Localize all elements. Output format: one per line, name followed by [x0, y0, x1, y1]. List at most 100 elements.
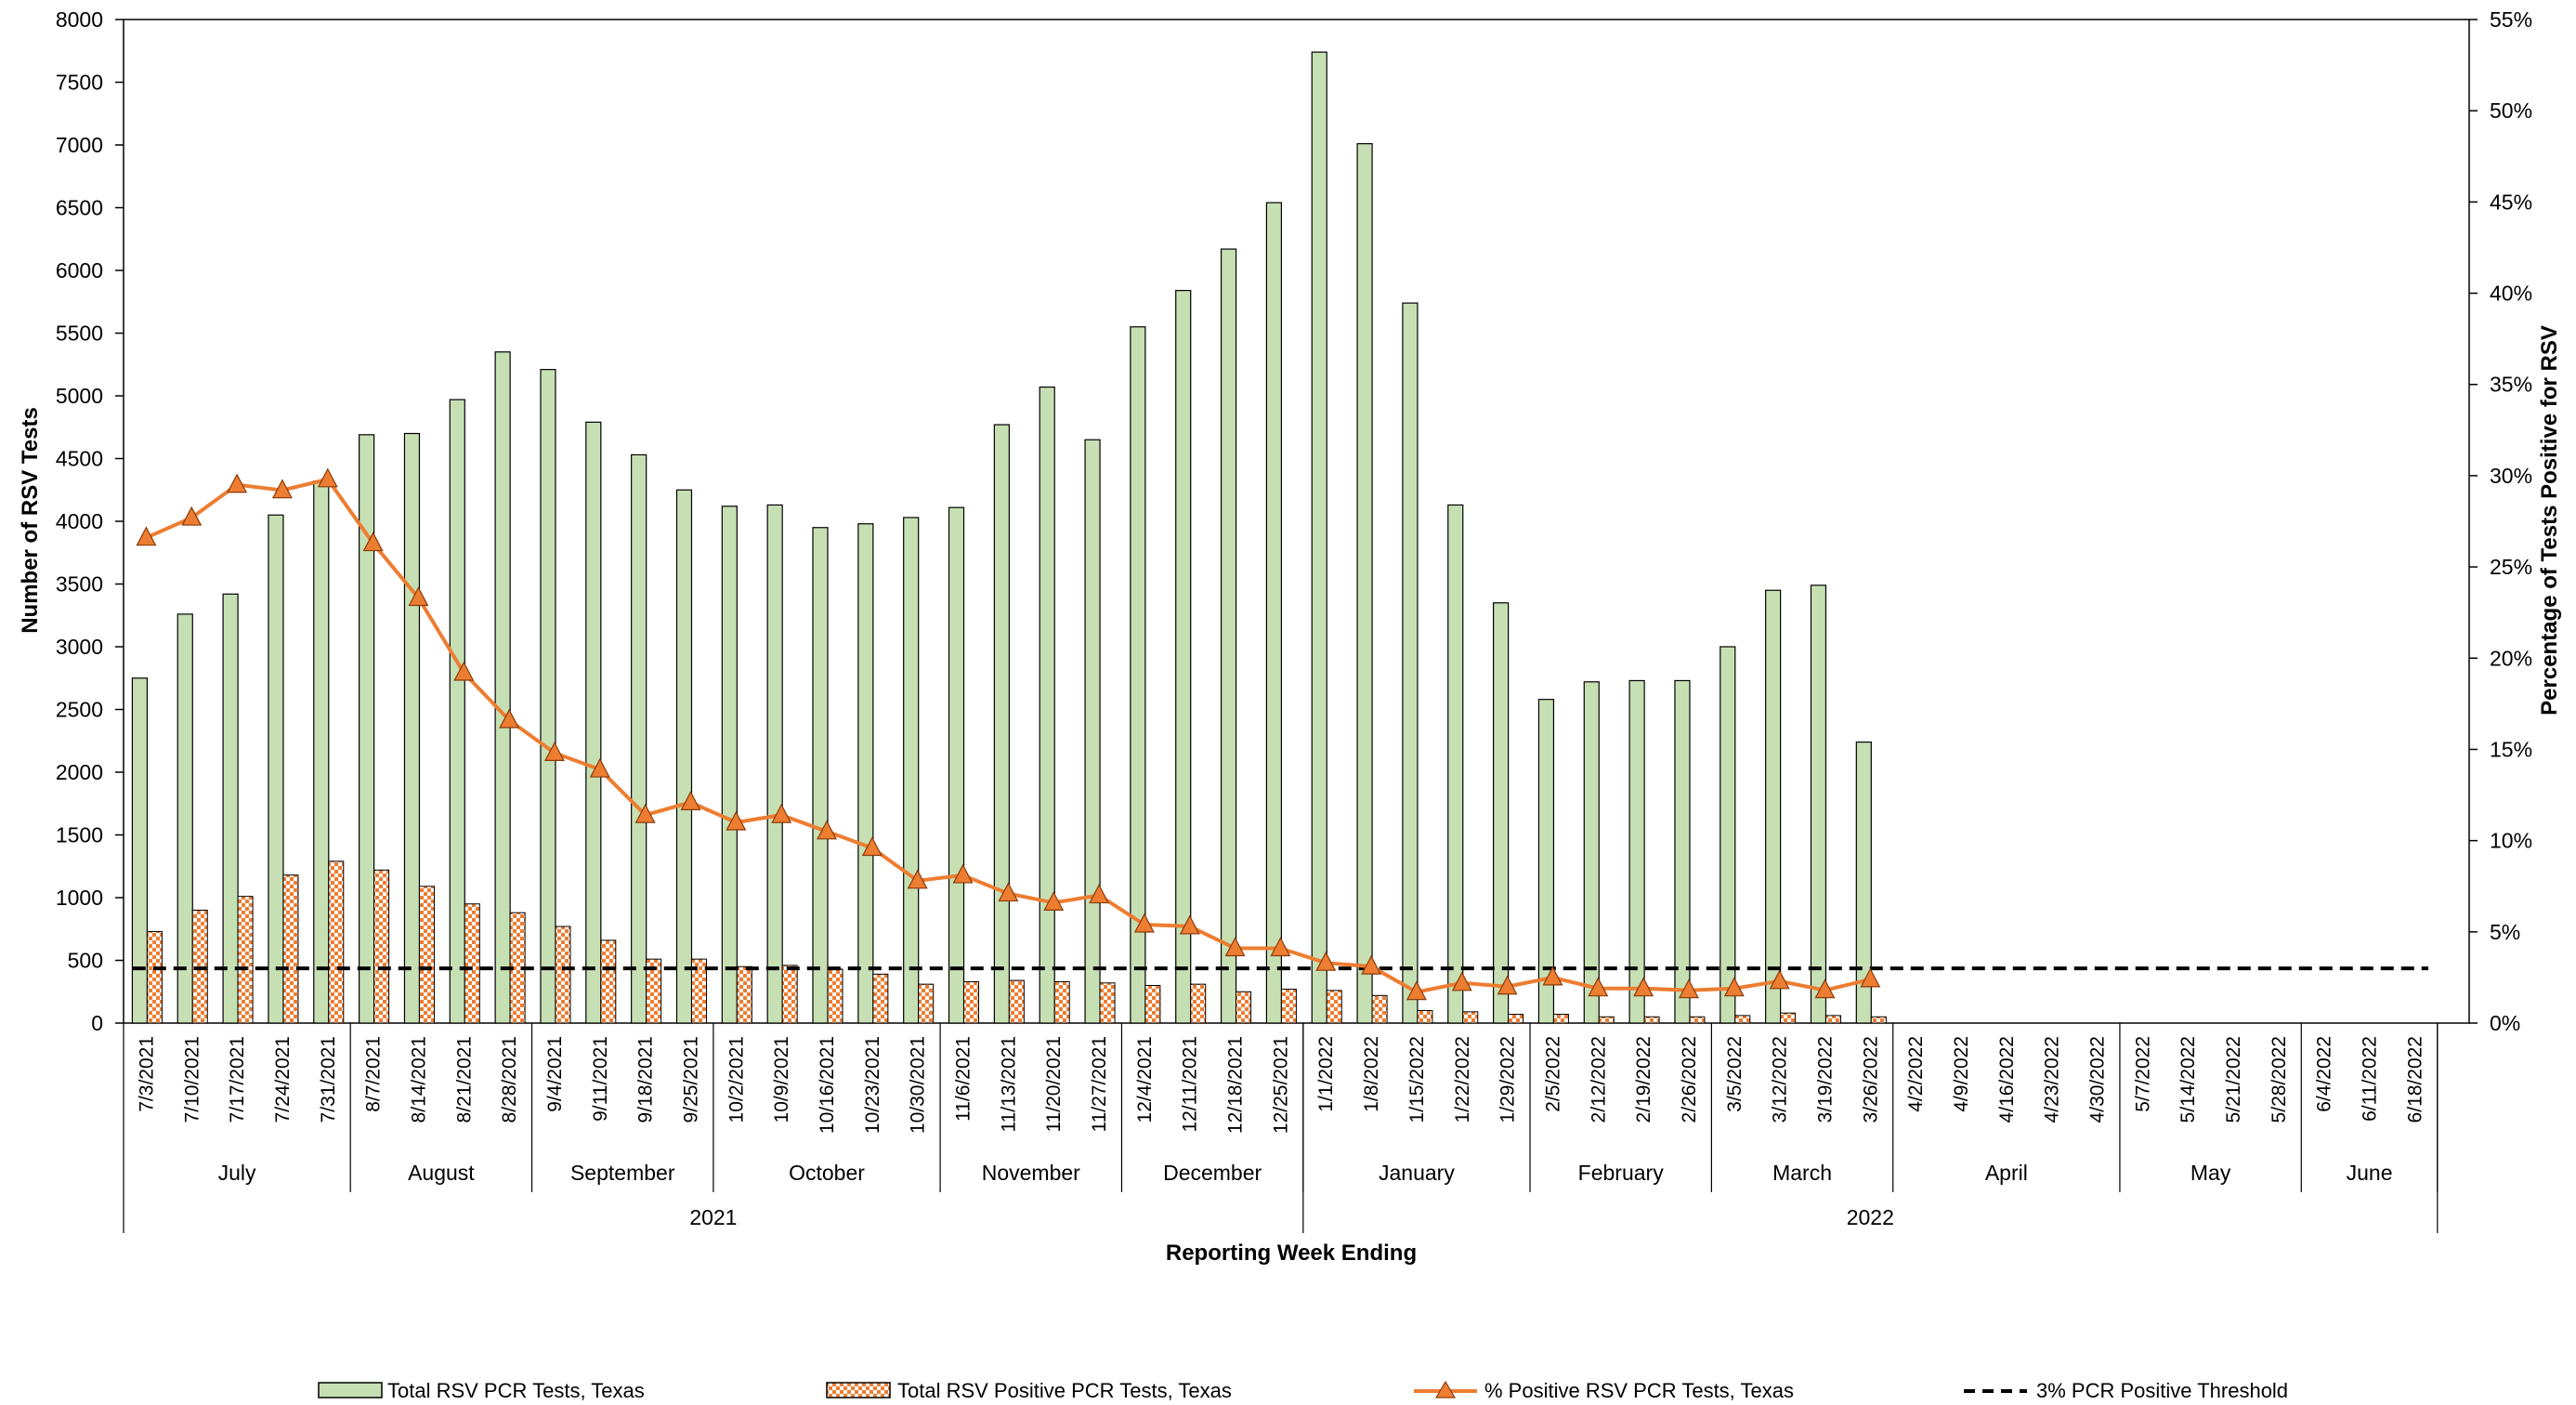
month-label: May — [2190, 1161, 2231, 1185]
total-tests-bar — [1220, 248, 1237, 1024]
total-tests-bar — [948, 506, 965, 1024]
y-right-tick-label: 50% — [2490, 98, 2532, 123]
positive-tests-bar — [1598, 1016, 1615, 1024]
total-tests-bar — [1583, 681, 1600, 1024]
x-tick-label: 5/21/2022 — [2223, 1036, 2244, 1123]
positive-tests-bar — [963, 980, 980, 1024]
percent-point-marker — [726, 810, 747, 831]
total-tests-bar — [540, 369, 556, 1024]
percent-point-marker — [1361, 954, 1382, 975]
positive-tests-bar — [1508, 1014, 1524, 1024]
x-tick-label: 6/11/2022 — [2360, 1036, 2381, 1122]
total-tests-bar — [1628, 679, 1645, 1024]
percent-point-marker — [1270, 937, 1291, 957]
x-tick-label: 5/14/2022 — [2177, 1036, 2199, 1123]
percent-point-marker — [1678, 978, 1699, 999]
total-tests-bar — [857, 523, 874, 1024]
total-tests-bar — [1084, 439, 1101, 1024]
percent-point-marker — [680, 791, 701, 811]
total-tests-bar — [1810, 584, 1827, 1024]
y-left-tick-label: 5000 — [56, 384, 103, 408]
month-label: July — [218, 1161, 256, 1185]
y-axis-left-labels: 0 500 1000 1500 2000 2500 3000 3500 4000 4500 5000… — [56, 7, 103, 1035]
percent-point-marker — [1633, 977, 1654, 997]
legend-marker-triangle — [1434, 1380, 1457, 1398]
year-label: 2022 — [1847, 1205, 1894, 1229]
month-label: November — [982, 1161, 1080, 1185]
positive-tests-bar — [1053, 980, 1070, 1024]
y-right-tick-label: 30% — [2490, 464, 2532, 488]
positive-tests-bar — [1689, 1016, 1706, 1024]
total-tests-bar — [631, 453, 647, 1024]
plot-frame — [123, 19, 2470, 1024]
total-tests-bar — [1765, 589, 1782, 1024]
positive-tests-bar — [1552, 1014, 1569, 1024]
x-tick-label: 4/30/2022 — [2087, 1036, 2109, 1123]
positive-tests-bar — [1824, 1015, 1841, 1024]
x-tick-label: 11/13/2021 — [998, 1036, 1019, 1133]
y-left-tick-label: 4500 — [56, 447, 103, 471]
percent-point-marker — [1089, 884, 1110, 904]
y-left-tick-label: 6500 — [56, 196, 103, 220]
x-tick-label: 10/2/2021 — [726, 1036, 747, 1123]
positive-tests-bar — [1190, 983, 1207, 1024]
positive-tests-bar — [464, 903, 480, 1024]
x-tick-label: 11/27/2021 — [1089, 1036, 1110, 1133]
percent-point-marker — [227, 473, 248, 493]
x-tick-label: 8/7/2021 — [363, 1036, 385, 1112]
positive-tests-bar — [1417, 1010, 1433, 1024]
x-tick-label: 1/15/2022 — [1406, 1036, 1428, 1123]
total-tests-bar — [494, 351, 511, 1024]
percent-point-marker — [543, 742, 565, 761]
x-tick-label: 2/12/2022 — [1588, 1036, 1609, 1123]
percent-point-marker — [453, 661, 475, 681]
positive-tests-bar — [1236, 991, 1252, 1024]
total-tests-bar — [1720, 646, 1736, 1024]
percent-point-marker — [1315, 951, 1337, 971]
total-tests-bar — [675, 489, 693, 1024]
legend-swatch-total — [318, 1382, 383, 1398]
percent-point-marker — [1179, 914, 1200, 935]
positive-tests-bar — [918, 983, 935, 1024]
positive-tests-bar — [418, 886, 435, 1024]
legend: Total RSV PCR Tests, Texas Total RSV Pos… — [318, 1379, 2288, 1402]
x-tick-label: 7/31/2021 — [318, 1036, 339, 1123]
percent-point-marker — [817, 820, 838, 840]
legend-label-threshold: 3% PCR Positive Threshold — [2036, 1379, 2288, 1400]
percent-point-marker — [136, 526, 157, 546]
total-tests-bar — [812, 527, 829, 1024]
month-label: June — [2347, 1161, 2393, 1185]
x-tick-label: 1/1/2022 — [1315, 1036, 1337, 1112]
positive-tests-bar — [1734, 1015, 1751, 1024]
percent-point-marker — [1451, 971, 1472, 991]
x-tick-label: 11/6/2021 — [953, 1036, 974, 1122]
x-tick-label: 10/16/2021 — [817, 1036, 838, 1134]
percent-point-marker — [1406, 980, 1427, 1001]
y-right-tick-label: 25% — [2490, 555, 2532, 579]
y-axis-right-labels: 0% 5% 10% 15% 20% 25% 30% 35% 40% 45% 50% 55% — [2490, 7, 2532, 1035]
percent-point-marker — [952, 863, 974, 884]
positive-tests-bar — [736, 965, 752, 1024]
x-tick-label: 7/3/2021 — [136, 1036, 157, 1112]
positive-tests-bar — [1780, 1012, 1797, 1024]
plot-border — [123, 19, 2470, 1024]
total-tests-bar — [1674, 679, 1691, 1024]
percent-point-marker — [1043, 891, 1065, 912]
y-left-tick-label: 0 — [91, 1011, 103, 1035]
y-right-tick-label: 45% — [2490, 190, 2532, 214]
percent-point-marker — [1860, 967, 1881, 988]
x-tick-label: 4/23/2022 — [2042, 1036, 2063, 1123]
percent-point-marker — [1497, 975, 1518, 995]
x-tick-label: 5/7/2022 — [2132, 1036, 2153, 1112]
y-left-tick-label: 1000 — [56, 886, 103, 910]
percent-point-marker — [1588, 977, 1609, 997]
month-label: February — [1578, 1161, 1665, 1185]
month-label: January — [1379, 1161, 1455, 1185]
total-tests-bar — [313, 480, 330, 1024]
y-right-tick-label: 15% — [2490, 737, 2532, 761]
axis-ticks — [115, 19, 2478, 1024]
positive-tests-bar — [1326, 990, 1342, 1024]
positive-tests-bar — [1870, 1016, 1887, 1024]
percent-point-marker — [408, 586, 429, 607]
